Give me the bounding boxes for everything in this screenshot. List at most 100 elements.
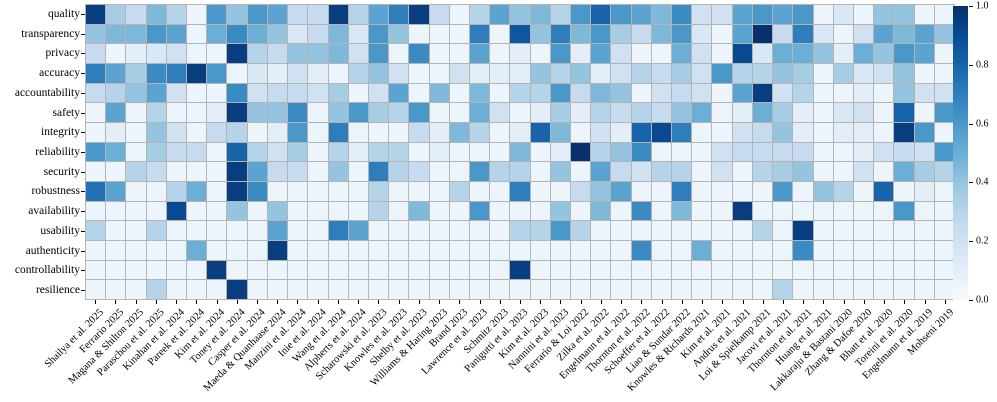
heatmap-cell — [732, 83, 752, 103]
heatmap-cell — [207, 122, 227, 142]
heatmap-cell — [712, 162, 732, 181]
heatmap-cell — [914, 280, 934, 299]
heatmap-cell — [106, 221, 126, 240]
heatmap-cell — [308, 201, 328, 221]
heatmap-cell — [227, 221, 247, 240]
heatmap-cell — [712, 221, 732, 240]
colorbar — [953, 6, 968, 300]
heatmap-cell — [389, 162, 409, 181]
heatmap-cell — [469, 44, 490, 63]
heatmap-cell — [166, 83, 187, 103]
heatmap-cell — [409, 63, 429, 83]
colorbar-tick — [969, 241, 973, 243]
heatmap-cell — [591, 201, 611, 221]
heatmap-cell — [692, 181, 712, 201]
heatmap-cell — [813, 103, 833, 122]
heatmap-cell — [86, 162, 106, 181]
heatmap-cell — [550, 162, 571, 181]
heatmap-cell — [571, 5, 591, 24]
heatmap-cell — [651, 63, 672, 83]
heatmap-cell — [591, 142, 611, 162]
heatmap-cell — [126, 103, 146, 122]
heatmap-cell — [530, 5, 550, 24]
heatmap-cell — [469, 201, 490, 221]
heatmap-cell — [752, 103, 773, 122]
heatmap-cell — [894, 142, 914, 162]
heatmap-cell — [166, 240, 187, 260]
x-tick — [317, 300, 319, 304]
heatmap-cell — [773, 280, 793, 299]
heatmap-cell — [429, 24, 449, 44]
heatmap-cell — [712, 63, 732, 83]
heatmap-cell — [571, 63, 591, 83]
heatmap-cell — [833, 221, 853, 240]
heatmap-cell — [449, 103, 469, 122]
heatmap-cell — [530, 103, 550, 122]
heatmap-cell — [490, 103, 510, 122]
heatmap-cell — [732, 5, 752, 24]
heatmap-cell — [692, 83, 712, 103]
heatmap-cell — [490, 162, 510, 181]
heatmap-cell — [712, 83, 732, 103]
heatmap-cell — [874, 5, 894, 24]
heatmap-cell — [328, 63, 348, 83]
heatmap-cell — [793, 44, 813, 63]
heatmap-cell — [530, 122, 550, 142]
heatmap-cell — [934, 103, 954, 122]
heatmap-cell — [146, 83, 166, 103]
heatmap-cell — [328, 162, 348, 181]
heatmap-cell — [651, 122, 672, 142]
heatmap-cell — [571, 201, 591, 221]
y-tick — [81, 230, 85, 232]
heatmap-cell — [308, 240, 328, 260]
heatmap-cell — [914, 5, 934, 24]
row-label: availability — [28, 205, 80, 218]
heatmap-cell — [227, 201, 247, 221]
heatmap-cell — [409, 142, 429, 162]
y-tick — [81, 211, 85, 213]
heatmap-cell — [86, 63, 106, 83]
x-tick — [155, 300, 157, 304]
heatmap-cell — [429, 142, 449, 162]
heatmap-cell — [894, 5, 914, 24]
heatmap-cell — [530, 260, 550, 280]
heatmap-cell — [591, 221, 611, 240]
heatmap-cell — [146, 63, 166, 83]
heatmap-cell — [146, 280, 166, 299]
heatmap-cell — [571, 142, 591, 162]
heatmap-cell — [328, 122, 348, 142]
heatmap-cell — [247, 24, 267, 44]
heatmap-cell — [429, 221, 449, 240]
heatmap-cell — [692, 5, 712, 24]
heatmap-cell — [146, 181, 166, 201]
heatmap-cell — [914, 44, 934, 63]
heatmap-cell — [389, 201, 409, 221]
heatmap-cell — [833, 201, 853, 221]
heatmap-cell — [469, 24, 490, 44]
heatmap-cell — [308, 260, 328, 280]
colorbar-tick-label: 0.6 — [976, 118, 989, 130]
heatmap-cell — [187, 44, 207, 63]
heatmap-cell — [126, 142, 146, 162]
x-tick — [277, 300, 279, 304]
heatmap-cell — [328, 83, 348, 103]
heatmap-cell — [813, 162, 833, 181]
heatmap-cell — [368, 63, 389, 83]
heatmap-cell — [510, 63, 530, 83]
heatmap-cell — [894, 280, 914, 299]
heatmap-cell — [389, 260, 409, 280]
heatmap-cell — [672, 201, 692, 221]
heatmap-cell — [227, 63, 247, 83]
heatmap-cell — [672, 24, 692, 44]
x-tick — [803, 300, 805, 304]
heatmap-cell — [247, 280, 267, 299]
heatmap-cell — [288, 142, 308, 162]
heatmap-cell — [732, 201, 752, 221]
heatmap-cell — [510, 44, 530, 63]
heatmap-cell — [409, 260, 429, 280]
heatmap-cell — [773, 221, 793, 240]
heatmap-cell — [469, 63, 490, 83]
heatmap-cell — [530, 240, 550, 260]
heatmap-cell — [874, 103, 894, 122]
y-tick — [81, 290, 85, 292]
